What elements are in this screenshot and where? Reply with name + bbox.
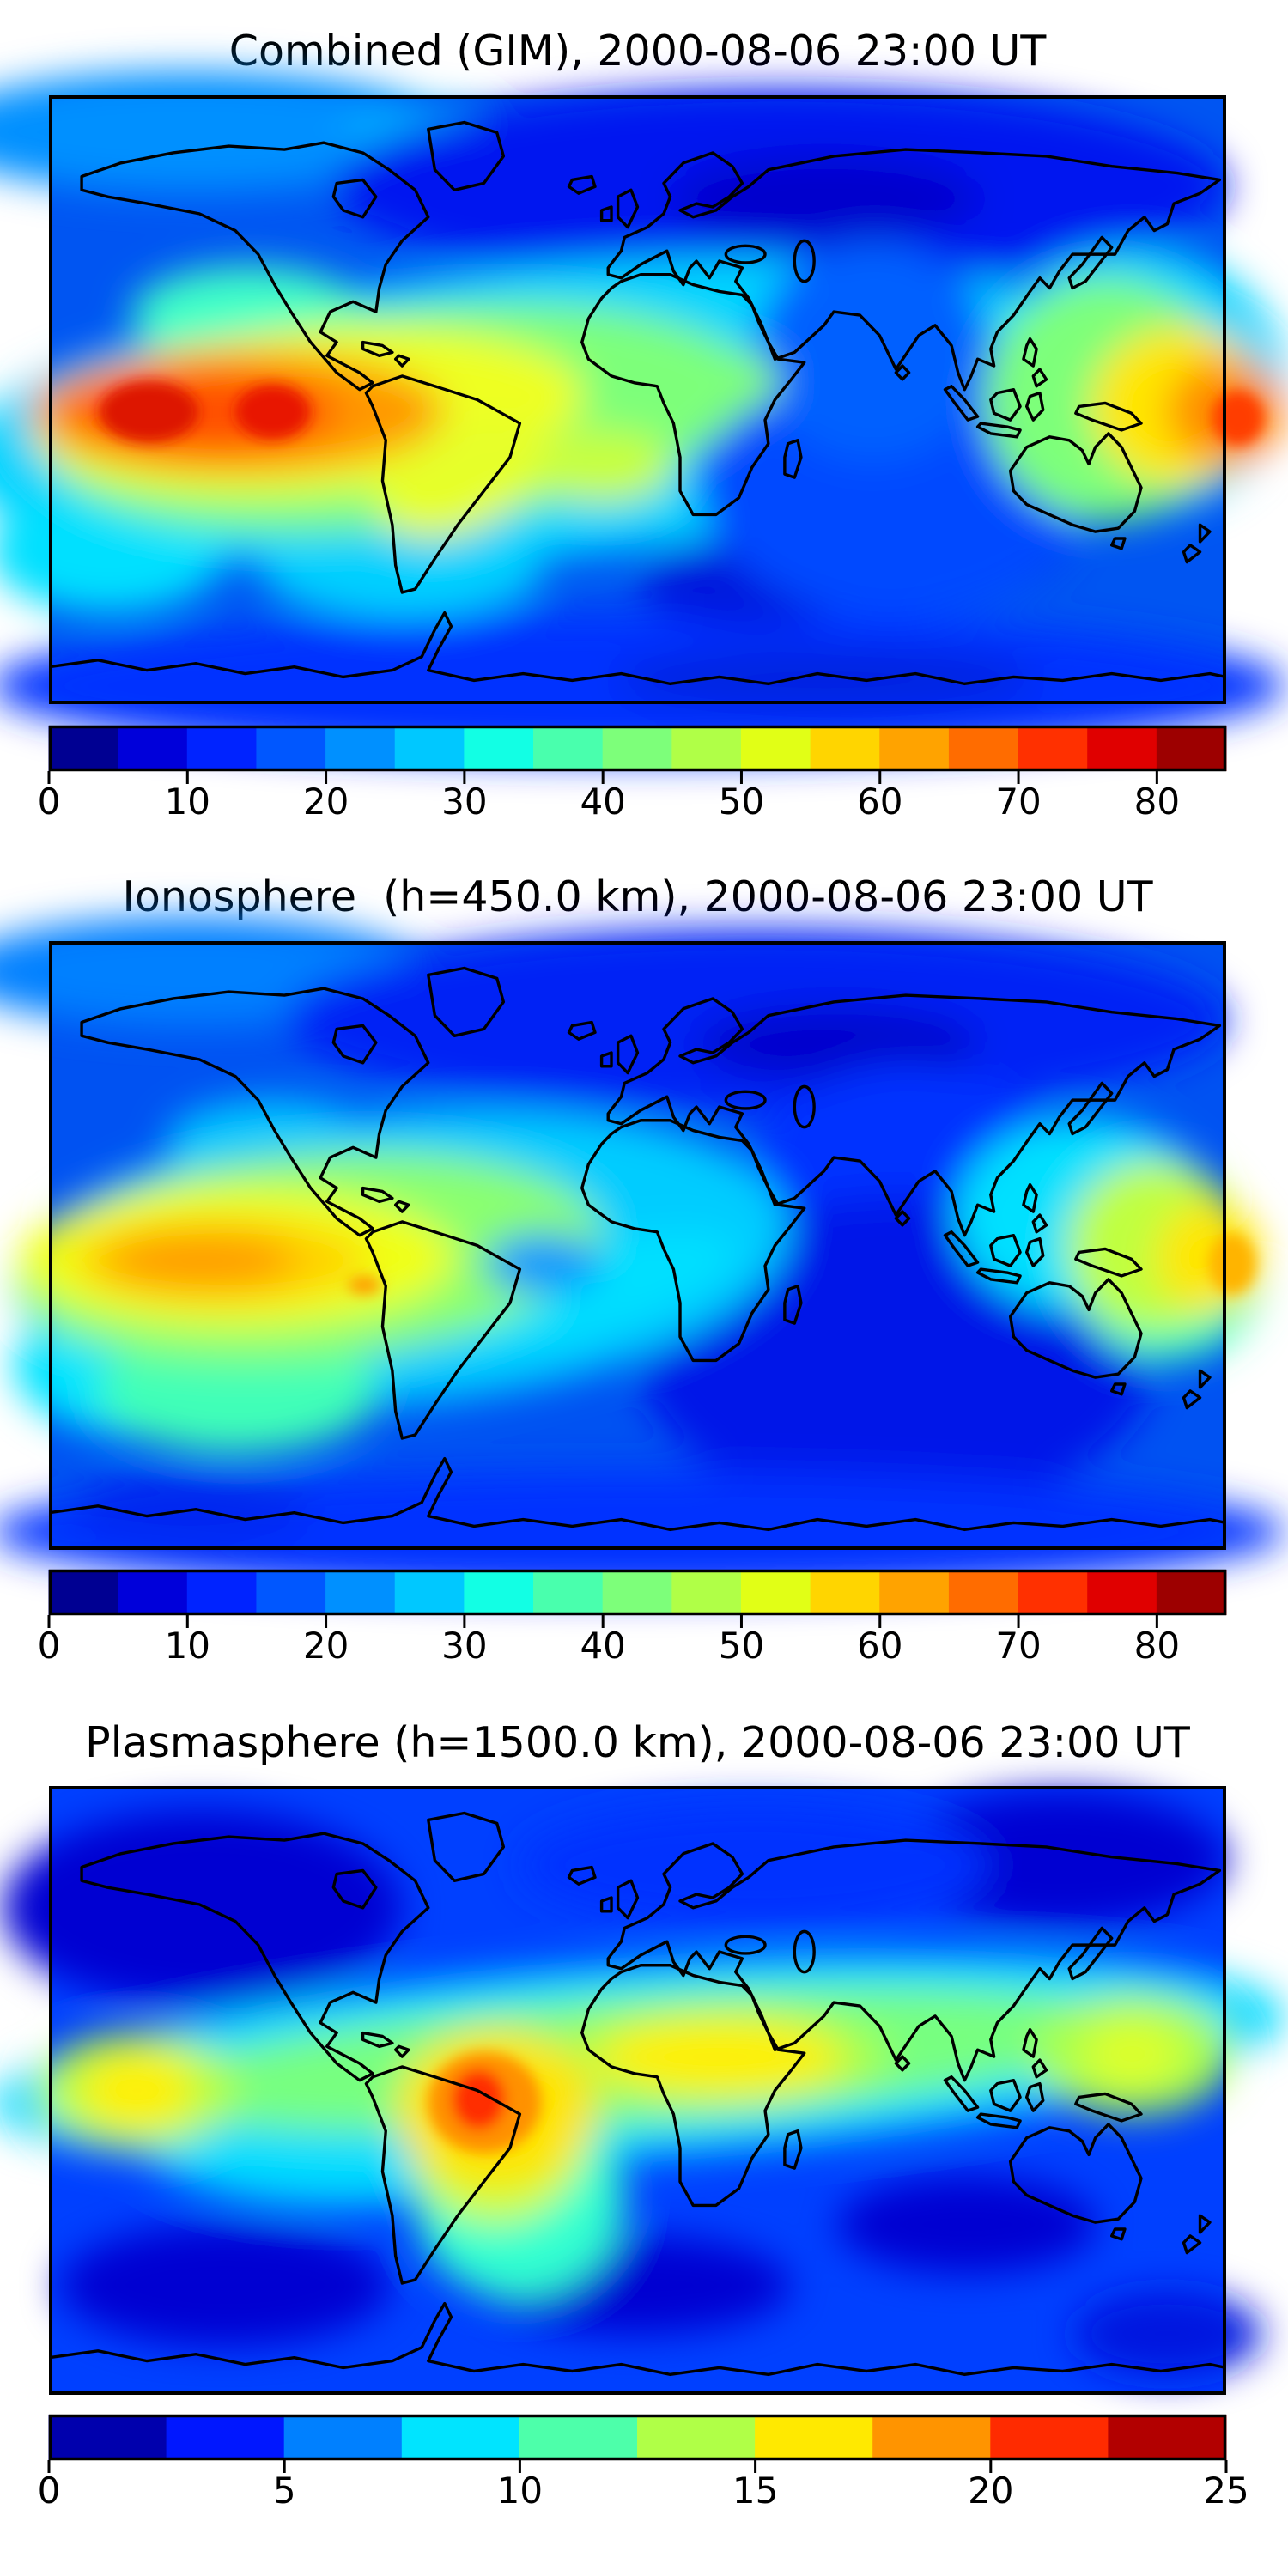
svg-text:5: 5 bbox=[273, 2470, 296, 2512]
svg-text:50: 50 bbox=[719, 781, 764, 823]
colorbar-ionosphere: 0 10 20 30 40 50 60 70 80 bbox=[38, 1569, 1227, 1667]
svg-text:0: 0 bbox=[38, 2470, 61, 2512]
svg-text:80: 80 bbox=[1134, 1625, 1180, 1667]
colorbar-plasmasphere: 0 5 10 15 20 25 bbox=[38, 2414, 1249, 2512]
panel-title-ionosphere: Ionosphere (h=450.0 km), 2000-08-06 23:0… bbox=[122, 872, 1153, 921]
svg-text:80: 80 bbox=[1134, 781, 1180, 823]
svg-text:20: 20 bbox=[303, 781, 349, 823]
svg-text:40: 40 bbox=[580, 1625, 625, 1667]
svg-text:0: 0 bbox=[38, 1625, 61, 1667]
svg-text:10: 10 bbox=[165, 1625, 210, 1667]
svg-text:50: 50 bbox=[719, 1625, 764, 1667]
svg-text:10: 10 bbox=[497, 2470, 543, 2512]
svg-text:30: 30 bbox=[441, 781, 487, 823]
svg-text:20: 20 bbox=[303, 1625, 349, 1667]
svg-text:60: 60 bbox=[857, 1625, 902, 1667]
svg-text:20: 20 bbox=[968, 2470, 1013, 2512]
svg-text:70: 70 bbox=[995, 1625, 1041, 1667]
svg-text:40: 40 bbox=[580, 781, 625, 823]
colorbar-combined-gim: 0 10 20 30 40 50 60 70 80 bbox=[38, 725, 1227, 823]
svg-text:60: 60 bbox=[857, 781, 902, 823]
svg-text:70: 70 bbox=[995, 781, 1041, 823]
map-ionosphere bbox=[0, 916, 1285, 1593]
svg-text:0: 0 bbox=[38, 781, 61, 823]
svg-text:30: 30 bbox=[441, 1625, 487, 1667]
svg-text:10: 10 bbox=[165, 781, 210, 823]
panel-title-combined: Combined (GIM), 2000-08-06 23:00 UT bbox=[228, 27, 1047, 76]
svg-text:25: 25 bbox=[1203, 2470, 1249, 2512]
map-combined-gim bbox=[0, 70, 1285, 759]
svg-text:15: 15 bbox=[732, 2470, 778, 2512]
panel-title-plasmasphere: Plasmasphere (h=1500.0 km), 2000-08-06 2… bbox=[85, 1718, 1190, 1767]
map-plasmasphere bbox=[0, 1786, 1284, 2395]
